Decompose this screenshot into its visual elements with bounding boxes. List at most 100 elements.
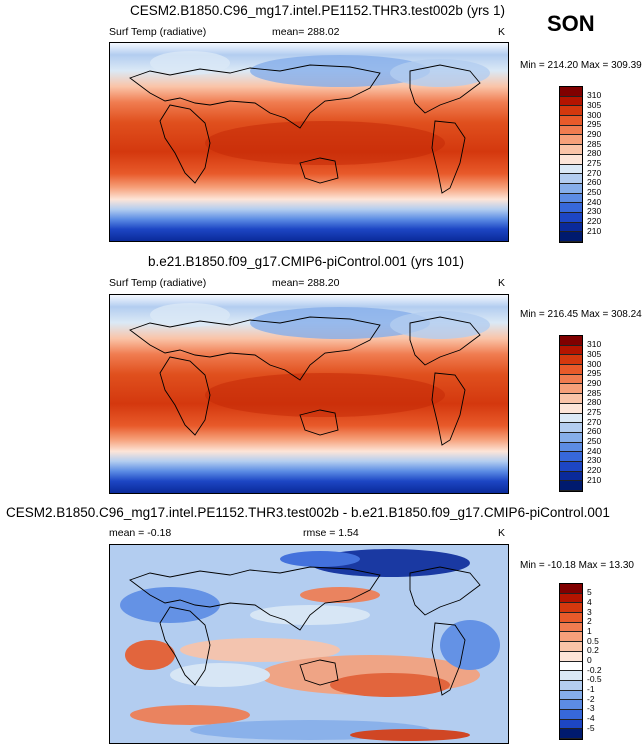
colorbar-swatch (560, 423, 582, 433)
colorbar-tick-label: 4 (587, 596, 592, 607)
colorbar-swatch (560, 461, 582, 472)
panel3-mean: mean = -0.18 (109, 527, 172, 539)
season-label: SON (547, 11, 595, 36)
panel1-temperature-field (110, 43, 508, 241)
panel2-temperature-field (110, 295, 508, 493)
colorbar-swatch (560, 719, 582, 730)
panel2-colorbar (559, 335, 583, 492)
colorbar-swatch (560, 442, 582, 453)
panel1-mean: mean= 288.02 (272, 26, 340, 38)
colorbar-swatch (560, 432, 582, 443)
colorbar-swatch (560, 709, 582, 720)
colorbar-swatch (560, 700, 582, 710)
colorbar-swatch (560, 413, 582, 424)
colorbar-swatch (560, 584, 582, 594)
panel3-title: CESM2.B1850.C96_mg17.intel.PE1152.THR3.t… (6, 505, 610, 520)
colorbar-swatch (560, 394, 582, 404)
panel2-units: K (498, 277, 506, 289)
colorbar-tick-label: 260 (587, 177, 602, 188)
colorbar-tick-label: 310 (587, 339, 602, 350)
panel1-map (109, 42, 509, 242)
colorbar-tick-label: -4 (587, 713, 595, 724)
colorbar-swatch (560, 365, 582, 375)
colorbar-tick-label: 270 (587, 167, 602, 178)
colorbar-swatch (560, 135, 582, 146)
colorbar-swatch (560, 87, 582, 97)
colorbar-tick-label: -5 (587, 722, 595, 733)
colorbar-swatch (560, 203, 582, 213)
colorbar-tick-label: 220 (587, 465, 602, 476)
colorbar-swatch (560, 125, 582, 136)
colorbar-tick-label: 210 (587, 225, 602, 236)
colorbar-swatch (560, 145, 582, 155)
colorbar-swatch (560, 690, 582, 701)
colorbar-tick-label: 260 (587, 426, 602, 437)
panel1-title: CESM2.B1850.C96_mg17.intel.PE1152.THR3.t… (130, 3, 505, 18)
panel2-map (109, 294, 509, 494)
colorbar-swatch (560, 174, 582, 184)
panel3-minmax: Min = -10.18 Max = 13.30 (520, 560, 634, 571)
colorbar-tick-label: 280 (587, 148, 602, 159)
colorbar-tick-label: 305 (587, 348, 602, 359)
colorbar-tick-label: 285 (587, 387, 602, 398)
panel3-difference-field (110, 545, 508, 743)
colorbar-tick-label: 220 (587, 216, 602, 227)
colorbar-tick-label: -2 (587, 693, 595, 704)
panel1-units: K (498, 26, 506, 38)
colorbar-swatch (560, 642, 582, 652)
colorbar-swatch (560, 336, 582, 346)
panel1-variable: Surf Temp (radiative) (109, 26, 207, 38)
colorbar-tick-label: -0.5 (587, 674, 602, 685)
colorbar-tick-label: -0.2 (587, 664, 602, 675)
colorbar-tick-label: 275 (587, 407, 602, 417)
colorbar-swatch (560, 651, 582, 662)
colorbar-swatch (560, 632, 582, 643)
colorbar-swatch (560, 729, 582, 739)
panel1-colorbar (559, 86, 583, 243)
colorbar-swatch (560, 222, 582, 233)
colorbar-swatch (560, 481, 582, 491)
colorbar-swatch (560, 374, 582, 385)
colorbar-swatch (560, 193, 582, 204)
panel3-rmse: rmse = 1.54 (303, 527, 359, 539)
colorbar-tick-label: 230 (587, 455, 602, 466)
panel2-minmax: Min = 216.45 Max = 308.24 (520, 309, 642, 320)
colorbar-tick-label: 305 (587, 99, 602, 110)
colorbar-tick-label: 270 (587, 416, 602, 427)
colorbar-swatch (560, 680, 582, 691)
colorbar-swatch (560, 164, 582, 175)
colorbar-swatch (560, 355, 582, 366)
colorbar-tick-label: 5 (587, 587, 592, 598)
colorbar-swatch (560, 232, 582, 242)
colorbar-tick-label: 310 (587, 90, 602, 101)
colorbar-tick-label: -3 (587, 703, 595, 714)
colorbar-swatch (560, 183, 582, 194)
colorbar-tick-label: 250 (587, 436, 602, 447)
colorbar-swatch (560, 593, 582, 604)
colorbar-tick-label: 250 (587, 187, 602, 198)
colorbar-tick-label: 230 (587, 206, 602, 217)
colorbar-tick-label: 1 (587, 625, 592, 636)
panel2-title: b.e21.B1850.f09_g17.CMIP6-piControl.001 … (148, 254, 464, 269)
colorbar-swatch (560, 96, 582, 107)
colorbar-swatch (560, 603, 582, 614)
colorbar-tick-label: 2 (587, 616, 592, 627)
colorbar-swatch (560, 471, 582, 482)
colorbar-swatch (560, 212, 582, 223)
colorbar-swatch (560, 106, 582, 117)
colorbar-tick-label: 240 (587, 445, 602, 456)
colorbar-swatch (560, 154, 582, 165)
colorbar-tick-label: 290 (587, 128, 602, 139)
colorbar-tick-label: 285 (587, 138, 602, 149)
colorbar-swatch (560, 613, 582, 623)
panel2-variable: Surf Temp (radiative) (109, 277, 207, 289)
colorbar-tick-label: 3 (587, 606, 592, 617)
panel2-mean: mean= 288.20 (272, 277, 340, 289)
colorbar-swatch (560, 622, 582, 633)
colorbar-tick-label: 210 (587, 474, 602, 485)
colorbar-tick-label: 0 (587, 655, 592, 665)
colorbar-tick-label: 0.5 (587, 635, 599, 646)
colorbar-tick-label: 295 (587, 368, 602, 379)
panel3-colorbar (559, 583, 583, 740)
colorbar-tick-label: 295 (587, 119, 602, 130)
